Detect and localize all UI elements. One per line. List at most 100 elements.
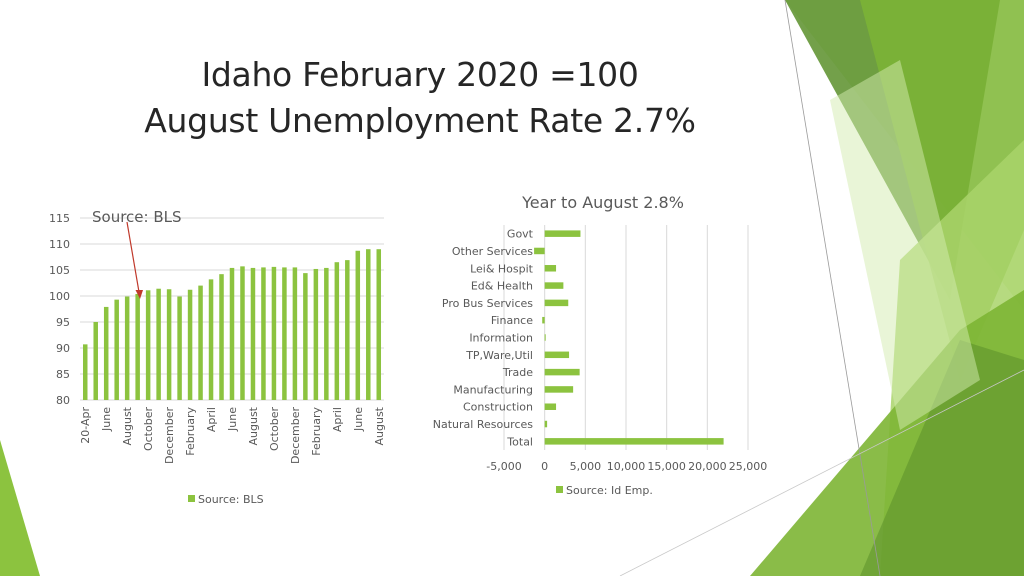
slide-title: Idaho February 2020 =100 August Unemploy… xyxy=(100,52,740,144)
bar xyxy=(544,368,580,376)
bar xyxy=(177,296,182,400)
legend-label: Source: BLS xyxy=(198,493,264,506)
deco-shape-right-pale xyxy=(830,60,980,430)
y-category-label: Govt xyxy=(507,228,534,241)
y-category-label: Natural Resources xyxy=(433,418,534,431)
x-tick-label: June xyxy=(226,407,239,432)
bar xyxy=(103,306,109,400)
y-tick-label: 115 xyxy=(49,212,70,225)
deco-shape-bottom-left xyxy=(0,440,40,576)
bar xyxy=(324,267,329,400)
bar xyxy=(345,260,350,400)
legend-swatch xyxy=(188,495,195,502)
x-tick-label: June xyxy=(352,407,365,432)
bar xyxy=(303,273,308,400)
x-tick-label: April xyxy=(205,407,218,432)
bar xyxy=(544,334,546,341)
bar xyxy=(544,386,574,393)
bar xyxy=(544,420,548,428)
x-tick-label: 25,000 xyxy=(729,460,768,473)
bar xyxy=(544,230,581,237)
bar xyxy=(334,262,340,400)
x-tick-label: October xyxy=(268,407,281,451)
bar xyxy=(366,249,371,400)
x-tick-label: 0 xyxy=(541,460,548,473)
title-line-2: August Unemployment Rate 2.7% xyxy=(144,101,696,140)
y-category-label: Other Services xyxy=(452,245,533,258)
x-tick-label: February xyxy=(184,407,197,456)
bar xyxy=(313,268,319,400)
bar xyxy=(250,267,256,400)
x-tick-label: August xyxy=(247,406,260,445)
bar xyxy=(208,279,214,400)
y-tick-label: 100 xyxy=(49,290,70,303)
bar xyxy=(114,299,119,400)
y-category-label: TP,Ware,Util xyxy=(465,349,533,362)
bar xyxy=(261,267,266,400)
bar xyxy=(544,265,557,272)
x-tick-label: June xyxy=(100,407,113,432)
bar xyxy=(135,293,140,400)
x-tick-label: 10,000 xyxy=(607,460,646,473)
bar xyxy=(271,266,277,400)
x-tick-label: December xyxy=(289,407,302,465)
chart-title: Year to August 2.8% xyxy=(521,193,684,212)
bar xyxy=(542,316,545,324)
x-tick-label: 20-Apr xyxy=(79,407,92,444)
y-category-label: Total xyxy=(506,435,533,448)
bar xyxy=(544,403,557,410)
annotation-arrow-head xyxy=(135,290,143,299)
y-category-label: Construction xyxy=(463,401,533,414)
x-tick-label: August xyxy=(373,406,386,445)
y-category-label: Trade xyxy=(502,366,533,379)
bar xyxy=(282,267,287,400)
y-tick-label: 95 xyxy=(56,316,70,329)
x-tick-label: April xyxy=(331,407,344,432)
bar xyxy=(93,322,98,400)
x-tick-label: -5,000 xyxy=(486,460,521,473)
y-tick-label: 110 xyxy=(49,238,70,251)
deco-shape-bottom-right-dark xyxy=(860,340,1024,576)
bar xyxy=(355,250,361,400)
bar xyxy=(544,351,570,359)
title-line-1: Idaho February 2020 =100 xyxy=(201,55,639,94)
bar xyxy=(544,299,569,307)
x-tick-label: December xyxy=(163,407,176,465)
legend-swatch xyxy=(556,486,563,493)
y-tick-label: 90 xyxy=(56,342,70,355)
bar xyxy=(219,274,224,400)
deco-thin-line-2 xyxy=(619,369,1024,576)
annotation-arrow-line xyxy=(126,221,140,293)
x-tick-label: October xyxy=(142,407,155,451)
y-category-label: Lei& Hospit xyxy=(470,262,534,275)
bar xyxy=(534,247,545,255)
x-tick-label: 5,000 xyxy=(570,460,602,473)
bar xyxy=(376,249,382,400)
y-category-label: Pro Bus Services xyxy=(442,297,533,310)
bar xyxy=(198,285,203,400)
x-tick-label: August xyxy=(121,406,134,445)
y-category-label: Ed& Health xyxy=(471,280,533,293)
bar xyxy=(544,282,564,289)
y-category-label: Manufacturing xyxy=(453,383,533,396)
y-category-label: Information xyxy=(469,332,533,345)
y-category-label: Finance xyxy=(491,314,533,327)
bar xyxy=(145,290,151,400)
bar xyxy=(124,296,130,400)
bar xyxy=(156,288,161,400)
x-tick-label: 15,000 xyxy=(647,460,686,473)
bar xyxy=(229,267,235,400)
x-tick-label: 20,000 xyxy=(688,460,727,473)
x-tick-label: February xyxy=(310,407,323,456)
bar xyxy=(166,289,172,400)
bar xyxy=(544,438,724,445)
y-tick-label: 80 xyxy=(56,394,70,407)
bar xyxy=(292,267,298,400)
legend-label: Source: Id Emp. xyxy=(566,484,653,497)
bar xyxy=(82,344,88,400)
source-annotation: Source: BLS xyxy=(92,208,182,226)
bar xyxy=(240,266,245,400)
